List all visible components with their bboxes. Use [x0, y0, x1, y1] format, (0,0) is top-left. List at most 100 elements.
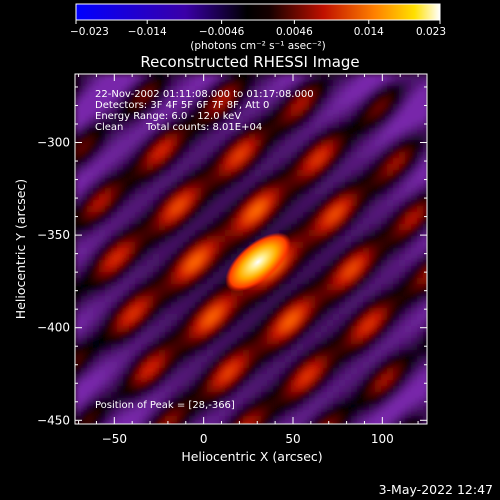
heatmap-cell — [189, 230, 196, 237]
heatmap-cell — [405, 134, 412, 141]
heatmap-cell — [375, 398, 382, 405]
heatmap-cell — [339, 362, 346, 369]
heatmap-cell — [255, 410, 262, 417]
heatmap-cell — [357, 338, 364, 345]
heatmap-cell — [255, 416, 262, 423]
heatmap-cell — [165, 254, 172, 261]
heatmap-cell — [399, 362, 406, 369]
heatmap-cell — [225, 224, 232, 231]
heatmap-cell — [195, 332, 202, 339]
heatmap-cell — [405, 80, 412, 87]
heatmap-cell — [303, 404, 310, 411]
heatmap-cell — [285, 140, 292, 147]
heatmap-cell — [243, 386, 250, 393]
heatmap-cell — [327, 260, 334, 267]
heatmap-cell — [273, 362, 280, 369]
heatmap-cell — [381, 92, 388, 99]
heatmap-cell — [387, 338, 394, 345]
heatmap-cell — [177, 74, 184, 81]
heatmap-cell — [267, 332, 274, 339]
heatmap-cell — [255, 146, 262, 153]
heatmap-cell — [351, 140, 358, 147]
heatmap-cell — [183, 152, 190, 159]
heatmap-cell — [339, 368, 346, 375]
heatmap-cell — [303, 164, 310, 171]
heatmap-cell — [147, 344, 154, 351]
heatmap-cell — [393, 116, 400, 123]
heatmap-cell — [219, 374, 226, 381]
heatmap-cell — [159, 230, 166, 237]
heatmap-cell — [117, 380, 124, 387]
heatmap-cell — [171, 362, 178, 369]
heatmap-cell — [105, 182, 112, 189]
heatmap-cell — [321, 248, 328, 255]
heatmap-cell — [357, 296, 364, 303]
heatmap-cell — [141, 128, 148, 135]
heatmap-cell — [243, 416, 250, 423]
heatmap-cell — [279, 128, 286, 135]
heatmap-cell — [111, 110, 118, 117]
heatmap-cell — [333, 338, 340, 345]
heatmap-cell — [195, 308, 202, 315]
heatmap-cell — [135, 140, 142, 147]
heatmap-cell — [297, 302, 304, 309]
heatmap-cell — [117, 368, 124, 375]
heatmap-cell — [213, 182, 220, 189]
heatmap-cell — [333, 128, 340, 135]
heatmap-cell — [99, 212, 106, 219]
heatmap-cell — [87, 92, 94, 99]
heatmap-cell — [321, 164, 328, 171]
heatmap-cell — [321, 188, 328, 195]
heatmap-cell — [159, 170, 166, 177]
heatmap-cell — [417, 230, 424, 237]
heatmap-cell — [417, 314, 424, 321]
heatmap-cell — [81, 290, 88, 297]
heatmap-cell — [285, 182, 292, 189]
heatmap-cell — [387, 374, 394, 381]
heatmap-cell — [327, 92, 334, 99]
heatmap-cell — [369, 218, 376, 225]
heatmap-cell — [231, 422, 238, 424]
heatmap-cell — [99, 380, 106, 387]
heatmap-cell — [117, 212, 124, 219]
heatmap-cell — [363, 80, 370, 87]
heatmap-cell — [75, 314, 82, 321]
heatmap-cell — [405, 230, 412, 237]
heatmap-cell — [105, 170, 112, 177]
heatmap-cell — [321, 422, 328, 424]
heatmap-cell — [159, 92, 166, 99]
heatmap-cell — [225, 410, 232, 417]
heatmap-cell — [153, 302, 160, 309]
heatmap-cell — [291, 302, 298, 309]
heatmap-cell — [297, 80, 304, 87]
heatmap-cell — [399, 308, 406, 315]
heatmap-cell — [303, 146, 310, 153]
heatmap-cell — [195, 158, 202, 165]
heatmap-cell — [135, 302, 142, 309]
heatmap-cell — [411, 362, 418, 369]
heatmap-cell — [123, 242, 130, 249]
heatmap-cell — [351, 128, 358, 135]
heatmap-cell — [171, 230, 178, 237]
heatmap-cell — [411, 140, 418, 147]
heatmap-cell — [345, 98, 352, 105]
heatmap-cell — [285, 272, 292, 279]
chart-title: Reconstructed RHESSI Image — [140, 53, 359, 71]
heatmap-cell — [195, 356, 202, 363]
heatmap-cell — [255, 110, 262, 117]
heatmap-cell — [327, 128, 334, 135]
heatmap-cell — [219, 266, 226, 273]
heatmap-cell — [153, 416, 160, 423]
heatmap-cell — [81, 236, 88, 243]
heatmap-cell — [123, 224, 130, 231]
heatmap-cell — [129, 218, 136, 225]
heatmap-cell — [357, 86, 364, 93]
heatmap-cell — [129, 140, 136, 147]
heatmap-cell — [231, 140, 238, 147]
heatmap-cell — [261, 410, 268, 417]
heatmap-cell — [237, 326, 244, 333]
heatmap-cell — [189, 332, 196, 339]
heatmap-cell — [171, 344, 178, 351]
heatmap-cell — [411, 320, 418, 327]
heatmap-cell — [291, 326, 298, 333]
